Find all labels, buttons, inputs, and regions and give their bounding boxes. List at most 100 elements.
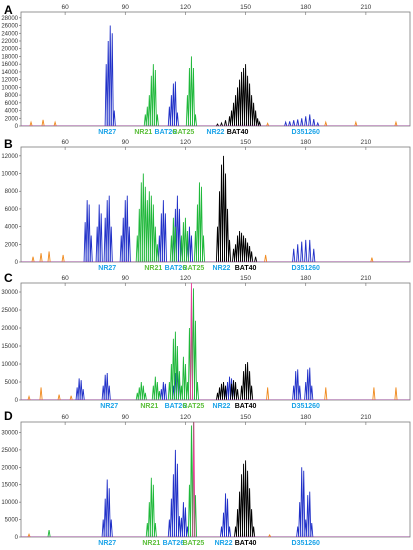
y-tick-label: 30000 xyxy=(1,290,18,296)
data-peak xyxy=(238,79,242,127)
marker-label: BAT25 xyxy=(183,265,205,272)
y-tick-label: 15000 xyxy=(1,483,18,489)
data-peak xyxy=(155,381,159,401)
data-peak xyxy=(284,120,288,127)
y-tick-label: 18000 xyxy=(1,54,18,60)
marker-label: BAT26 xyxy=(165,403,187,410)
data-peak xyxy=(139,381,143,401)
data-peak xyxy=(296,244,300,263)
y-tick-label: 24000 xyxy=(1,31,18,37)
data-peak xyxy=(236,87,240,127)
data-peak xyxy=(256,118,260,127)
y-tick-label: 8000 xyxy=(5,189,19,195)
data-peak xyxy=(127,226,131,263)
data-peak xyxy=(141,385,145,401)
data-peak xyxy=(308,491,312,538)
data-peak xyxy=(234,95,238,127)
data-peak xyxy=(306,495,310,538)
data-peak xyxy=(151,204,155,263)
x-tick-label: 60 xyxy=(61,275,69,282)
data-peak xyxy=(372,387,376,401)
series-trace xyxy=(215,362,254,401)
marker-label: BAT26 xyxy=(163,540,185,547)
data-peak xyxy=(89,235,93,263)
data-peak xyxy=(236,389,240,401)
data-peak xyxy=(238,231,242,263)
x-tick-label: 120 xyxy=(180,4,191,11)
data-peak xyxy=(112,110,116,127)
data-peak xyxy=(231,380,236,401)
marker-label: D351260 xyxy=(292,540,321,547)
data-peak xyxy=(288,121,292,127)
data-peak xyxy=(173,81,177,127)
plot-frame xyxy=(20,11,411,127)
marker-label: BAT26 xyxy=(165,265,187,272)
data-peak xyxy=(250,95,254,127)
data-peak xyxy=(300,118,304,127)
series-trace xyxy=(104,25,320,127)
x-tick-label: 120 xyxy=(180,414,191,421)
data-peak xyxy=(27,394,31,401)
data-peak xyxy=(145,200,149,263)
data-peak xyxy=(266,122,270,127)
marker-label: BAT25 xyxy=(183,403,205,410)
data-peak xyxy=(99,213,103,263)
data-peak xyxy=(47,251,51,263)
panel-letter: A xyxy=(4,3,13,17)
x-tick-label: 180 xyxy=(300,414,311,421)
y-tick-label: 28000 xyxy=(1,16,18,22)
data-peak xyxy=(223,493,228,538)
data-peak xyxy=(189,425,193,538)
y-tick-label: 25000 xyxy=(1,308,18,314)
data-peak xyxy=(85,200,89,263)
data-peak xyxy=(292,120,296,127)
data-peak xyxy=(109,226,113,263)
data-peak xyxy=(123,200,127,263)
data-peak xyxy=(149,195,153,263)
data-peak xyxy=(240,232,244,263)
data-peak xyxy=(324,387,328,401)
data-peak xyxy=(191,68,195,127)
data-peak xyxy=(199,186,204,263)
data-peak xyxy=(107,385,111,401)
data-peak xyxy=(254,110,258,127)
data-peak xyxy=(39,253,43,263)
marker-label: BAT40 xyxy=(227,129,249,136)
data-peak xyxy=(250,385,254,401)
data-peak xyxy=(181,222,185,263)
data-peak xyxy=(27,532,31,538)
data-peak xyxy=(31,256,35,263)
data-peak xyxy=(308,114,312,127)
y-tick-label: 5000 xyxy=(5,518,19,524)
x-tick-label: 180 xyxy=(300,139,311,146)
data-peak xyxy=(240,71,244,127)
data-peak xyxy=(217,387,222,401)
data-peak xyxy=(81,389,85,401)
data-peak xyxy=(53,120,57,127)
series-trace xyxy=(215,155,258,263)
data-peak xyxy=(197,182,202,263)
y-tick-label: 20000 xyxy=(1,465,18,471)
data-peak xyxy=(308,239,312,263)
data-peak xyxy=(219,164,224,263)
data-peak xyxy=(163,383,167,401)
data-peak xyxy=(153,69,157,127)
panel-d: D 60 90 120 150 180 210 0 5000 10000 15000 20000 250… xyxy=(1,409,411,547)
x-tick-label: 150 xyxy=(240,4,251,11)
data-peak xyxy=(227,239,232,263)
data-peak xyxy=(310,385,314,401)
panel-letter: D xyxy=(4,409,13,423)
data-peak xyxy=(181,502,185,538)
data-peak xyxy=(195,381,200,401)
data-peak xyxy=(189,56,193,127)
data-peak xyxy=(61,254,65,263)
data-peak xyxy=(110,33,114,127)
data-peak xyxy=(394,120,398,127)
y-tick-label: 15000 xyxy=(1,344,18,350)
x-tick-label: 180 xyxy=(300,275,311,282)
data-peak xyxy=(244,238,248,263)
data-peak xyxy=(266,387,270,401)
data-peak xyxy=(354,120,358,127)
data-peak xyxy=(324,120,328,127)
